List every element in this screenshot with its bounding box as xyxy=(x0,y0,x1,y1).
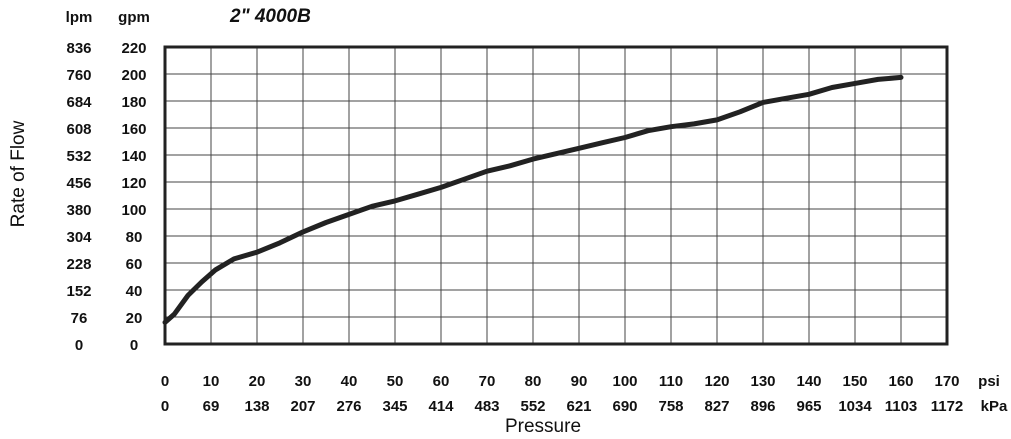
x-tick-label-kpa: 345 xyxy=(382,398,407,415)
y-tick-label-lpm: 228 xyxy=(66,256,91,273)
x-tick-label-kpa: 552 xyxy=(520,398,545,415)
flow-curve xyxy=(162,74,904,325)
x-tick-label-psi: 40 xyxy=(341,373,358,390)
x-tick-label-kpa: 621 xyxy=(566,398,591,415)
x-tick-label-kpa: 1034 xyxy=(838,398,872,415)
plot-frame xyxy=(163,45,949,346)
x-tick-label-kpa: 0 xyxy=(161,398,169,415)
x-tick-label-psi: 0 xyxy=(161,373,169,390)
x-tick-label-psi: 20 xyxy=(249,373,266,390)
x-tick-label-psi: 90 xyxy=(571,373,588,390)
x-tick-label-kpa: 69 xyxy=(203,398,220,415)
x-tick-label-psi: 70 xyxy=(479,373,496,390)
x-unit-psi: psi xyxy=(978,373,1000,390)
y-tick-label-lpm: 304 xyxy=(66,229,92,246)
y-tick-label-gpm: 140 xyxy=(121,148,146,165)
y-tick-label-gpm: 200 xyxy=(121,67,146,84)
y-tick-label-gpm: 40 xyxy=(126,283,143,300)
y-tick-label-lpm: 456 xyxy=(66,175,91,192)
x-tick-label-kpa: 1172 xyxy=(931,398,964,415)
chart-title: 2" 4000B xyxy=(229,6,311,27)
y-tick-label-gpm: 220 xyxy=(121,40,146,57)
x-tick-label-psi: 120 xyxy=(704,373,729,390)
x-tick-label-kpa: 758 xyxy=(658,398,683,415)
y-tick-label-lpm: 0 xyxy=(75,337,83,354)
x-tick-label-psi: 170 xyxy=(934,373,959,390)
y-tick-label-gpm: 80 xyxy=(126,229,143,246)
x-tick-label-psi: 80 xyxy=(525,373,542,390)
y-tick-label-gpm: 100 xyxy=(121,202,146,219)
x-tick-label-kpa: 965 xyxy=(796,398,821,415)
x-tick-label-kpa: 138 xyxy=(244,398,269,415)
x-tick-label-psi: 30 xyxy=(295,373,312,390)
y-tick-label-lpm: 836 xyxy=(66,40,91,57)
x-tick-label-psi: 50 xyxy=(387,373,404,390)
y-tick-label-gpm: 20 xyxy=(126,310,143,327)
y-tick-label-gpm: 180 xyxy=(121,94,146,111)
x-tick-label-psi: 10 xyxy=(203,373,220,390)
y-tick-label-lpm: 152 xyxy=(66,283,91,300)
x-tick-labels: 0 0 10 69 20 138 30 207 40 276 50 345 60 414 70 483 80 55… xyxy=(161,373,963,415)
x-tick-label-psi: 110 xyxy=(659,373,683,390)
x-tick-label-psi: 100 xyxy=(612,373,637,390)
x-tick-label-kpa: 896 xyxy=(750,398,775,415)
x-tick-label-kpa: 414 xyxy=(428,398,454,415)
x-tick-label-psi: 130 xyxy=(750,373,775,390)
x-tick-label-kpa: 827 xyxy=(704,398,729,415)
y-tick-label-lpm: 760 xyxy=(66,67,91,84)
x-tick-label-kpa: 690 xyxy=(612,398,637,415)
x-tick-label-kpa: 207 xyxy=(290,398,315,415)
x-tick-label-psi: 140 xyxy=(796,373,821,390)
x-tick-label-psi: 160 xyxy=(888,373,913,390)
x-tick-label-kpa: 483 xyxy=(474,398,499,415)
y-tick-label-gpm: 60 xyxy=(126,256,143,273)
y-tick-label-gpm: 0 xyxy=(130,337,138,354)
grid xyxy=(164,46,948,345)
x-unit-kpa: kPa xyxy=(981,398,1008,415)
x-tick-label-psi: 60 xyxy=(433,373,450,390)
x-tick-label-psi: 150 xyxy=(842,373,867,390)
y-tick-label-lpm: 608 xyxy=(66,121,91,138)
x-tick-label-kpa: 1103 xyxy=(885,398,918,415)
y-tick-labels: 0 0 76 20 152 40 228 60 304 80 380 100 456 120 532 140 6… xyxy=(66,40,146,354)
y-tick-label-lpm: 532 xyxy=(66,148,91,165)
x-tick-label-kpa: 276 xyxy=(336,398,361,415)
x-axis-title: Pressure xyxy=(505,416,581,437)
y-tick-label-lpm: 76 xyxy=(71,310,88,327)
y-unit-gpm: gpm xyxy=(118,9,150,26)
y-tick-label-lpm: 684 xyxy=(66,94,92,111)
y-unit-lpm: lpm xyxy=(66,9,93,26)
y-tick-label-gpm: 160 xyxy=(121,121,146,138)
y-tick-label-gpm: 120 xyxy=(121,175,146,192)
y-axis-title: Rate of Flow xyxy=(8,120,29,227)
y-tick-label-lpm: 380 xyxy=(66,202,91,219)
